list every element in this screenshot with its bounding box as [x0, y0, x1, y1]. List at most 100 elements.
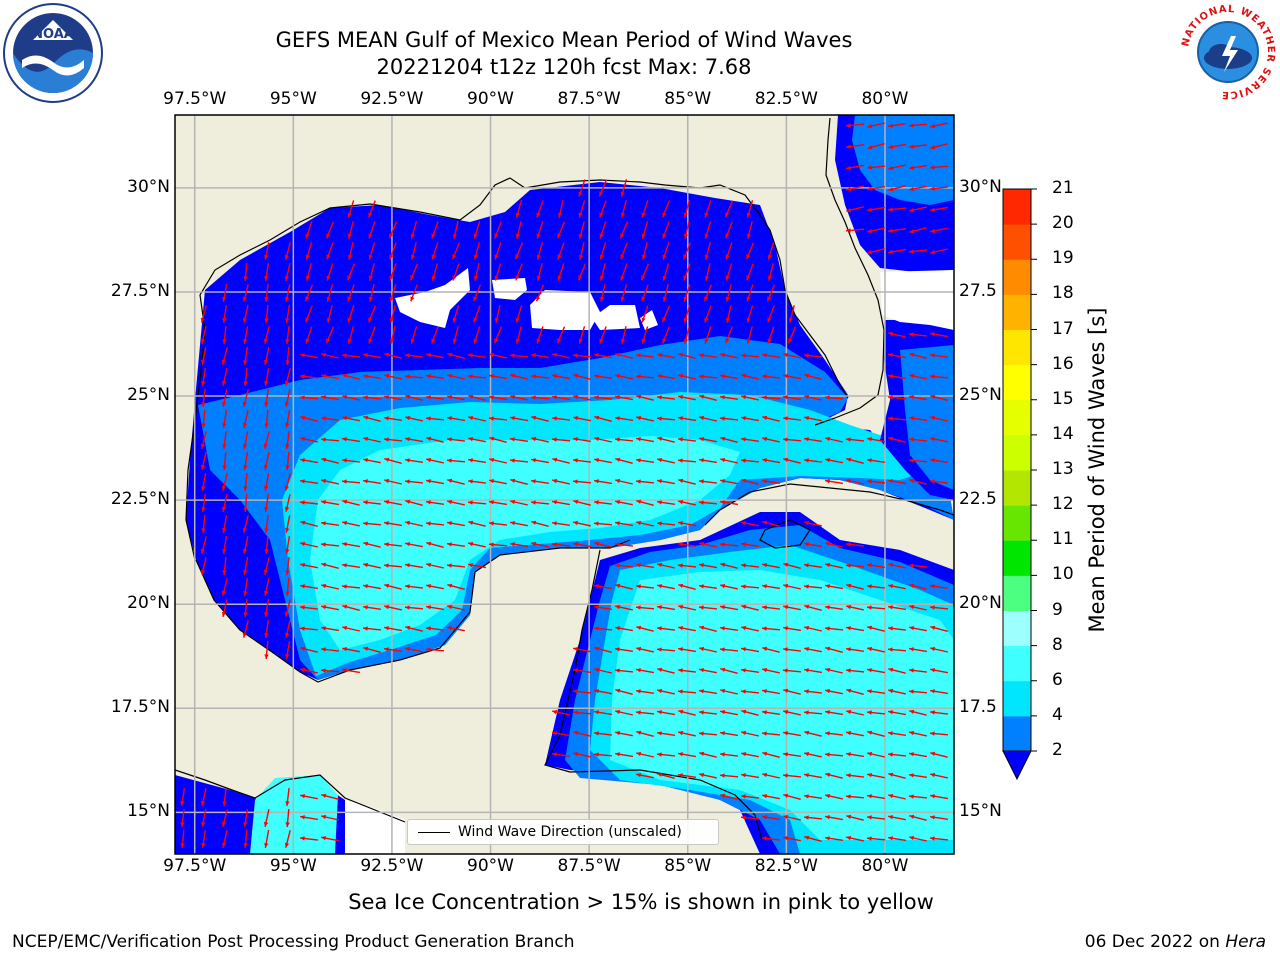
wind-wave-arrowhead: [594, 415, 600, 420]
wind-wave-arrowhead: [930, 479, 935, 484]
wind-wave-arrowhead: [636, 479, 641, 484]
wind-wave-arrowhead: [741, 373, 747, 378]
wind-wave-arrowhead: [746, 233, 751, 239]
wind-wave-arrowhead: [321, 542, 326, 547]
wind-wave-arrowhead: [888, 752, 893, 757]
wind-wave-arrowhead: [452, 338, 457, 344]
wind-wave-arrowhead: [515, 338, 520, 344]
wind-wave-arrowhead: [447, 373, 453, 379]
wind-wave-arrowhead: [363, 374, 368, 379]
wind-wave-arrowhead: [746, 212, 751, 218]
wind-wave-arrowhead: [720, 773, 725, 778]
wind-wave-arrowhead: [510, 499, 516, 505]
wind-wave-arrowhead: [200, 443, 205, 449]
wind-wave-arrowhead: [615, 437, 620, 442]
wind-wave-arrowhead: [473, 275, 479, 281]
water-band-6-8: [310, 436, 740, 650]
colorbar-segment: [1003, 399, 1031, 436]
wind-wave-arrowhead: [620, 296, 625, 302]
wind-wave-arrowhead: [846, 208, 852, 213]
wind-wave-arrowhead: [704, 212, 709, 218]
wind-wave-arrowhead: [741, 689, 746, 694]
wind-wave-arrowhead: [804, 815, 809, 820]
wind-wave-arrowhead: [662, 296, 667, 302]
wind-wave-arrowhead: [489, 521, 494, 526]
wind-wave-arrowhead: [825, 667, 831, 673]
wind-wave-arrowhead: [867, 186, 872, 191]
wind-wave-arrowhead: [573, 730, 579, 735]
wind-wave-arrowhead: [641, 296, 646, 302]
wind-wave-arrowhead: [909, 144, 914, 149]
wind-wave-arrowhead: [767, 275, 772, 281]
wind-wave-arrowhead: [447, 583, 453, 588]
lat-label: 17.5°N: [110, 697, 170, 718]
wind-wave-arrowhead: [657, 752, 662, 757]
wind-wave-arrowhead: [683, 212, 688, 218]
wind-wave-arrowhead: [804, 625, 810, 631]
wind-wave-arrowhead: [804, 751, 810, 757]
wind-wave-arrowhead: [783, 605, 788, 610]
wind-wave-arrowhead: [300, 794, 305, 799]
wind-wave-arrowhead: [384, 563, 389, 568]
wind-wave-arrowhead: [804, 773, 809, 778]
wind-wave-arrowhead: [909, 752, 914, 757]
wind-wave-arrowhead: [825, 395, 830, 400]
wind-wave-arrowhead: [909, 437, 914, 442]
wind-wave-arrowhead: [783, 836, 788, 841]
wind-wave-arrowhead: [741, 815, 746, 820]
wind-wave-arrowhead: [510, 478, 516, 483]
wind-wave-arrowhead: [594, 752, 599, 757]
wind-wave-arrowhead: [804, 604, 810, 609]
wind-wave-arrowhead: [222, 297, 227, 302]
wind-wave-arrowhead: [846, 647, 851, 652]
wind-wave-arrowhead: [888, 374, 893, 379]
wind-wave-arrowhead: [804, 689, 809, 694]
wind-wave-arrowhead: [384, 395, 389, 400]
wind-wave-arrowhead: [201, 486, 206, 491]
lon-label: 87.5°W: [557, 89, 621, 109]
wind-wave-arrowhead: [363, 646, 369, 651]
wind-wave-arrowhead: [762, 605, 767, 610]
wind-wave-arrowhead: [447, 437, 452, 442]
wind-wave-arrowhead: [221, 611, 227, 617]
wind-wave-arrowhead: [552, 457, 558, 462]
wind-wave-arrowhead: [405, 394, 411, 399]
wind-wave-arrowhead: [909, 165, 914, 170]
wind-wave-arrowhead: [930, 458, 935, 463]
wind-wave-arrowhead: [285, 318, 290, 323]
colorbar: [1002, 188, 1037, 781]
wind-wave-arrowhead: [678, 395, 683, 400]
wind-wave-arrowhead: [741, 625, 747, 631]
wind-wave-arrowhead: [636, 625, 642, 630]
wind-wave-arrowhead: [930, 415, 936, 421]
wind-wave-arrowhead: [468, 458, 473, 463]
wind-wave-arrowhead: [389, 317, 394, 323]
wind-wave-arrowhead: [447, 563, 452, 568]
colorbar-tick-label: 18: [1052, 283, 1074, 304]
wind-wave-arrowhead: [426, 479, 431, 484]
wind-wave-arrowhead: [657, 457, 663, 463]
wind-wave-arrowhead: [531, 374, 536, 379]
wind-wave-arrowhead: [410, 338, 415, 344]
wind-wave-arrowhead: [300, 436, 306, 442]
wind-wave-arrowhead: [599, 191, 604, 197]
wind-wave-arrowhead: [447, 352, 453, 357]
wind-wave-arrowhead: [300, 415, 306, 420]
wind-wave-arrowhead: [615, 521, 620, 526]
wind-wave-arrowhead: [180, 843, 185, 848]
wind-wave-arrowhead: [305, 275, 310, 281]
wind-wave-arrowhead: [909, 835, 915, 841]
wind-wave-arrowhead: [678, 499, 684, 505]
lat-label: 30°N: [959, 176, 1002, 197]
wind-wave-arrowhead: [720, 793, 726, 798]
wind-wave-arrowhead: [762, 646, 768, 651]
wind-wave-arrowhead: [888, 793, 894, 799]
map-area: [175, 115, 954, 854]
wind-wave-arrowhead: [620, 191, 625, 197]
wind-wave-arrowhead: [222, 444, 227, 449]
wind-wave-arrowhead: [720, 352, 726, 358]
wind-wave-arrowhead: [846, 688, 852, 693]
wind-wave-arrowhead: [678, 773, 683, 778]
missing-data: [530, 290, 600, 330]
wind-wave-arrowhead: [909, 794, 914, 799]
